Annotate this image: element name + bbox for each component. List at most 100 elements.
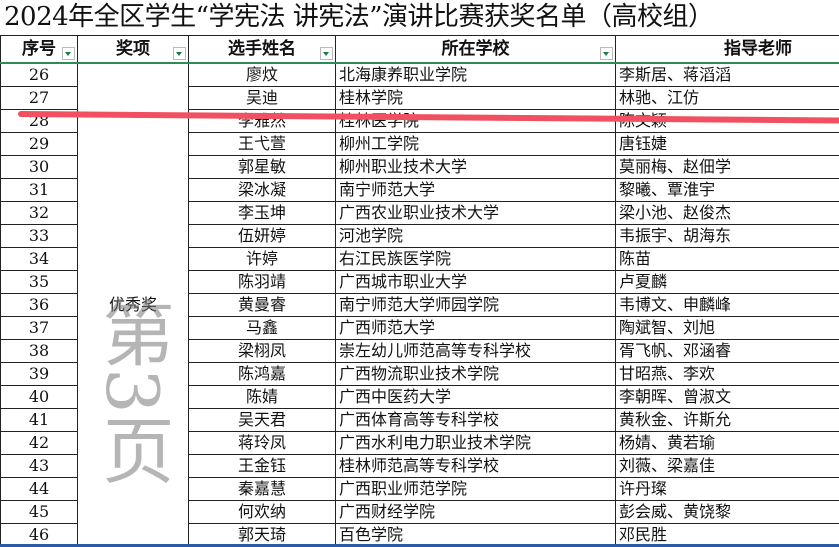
- table-row: 26 优秀奖 廖炆 北海康养职业学院 李斯居、蒋滔滔: [0, 62, 839, 547]
- filter-dropdown-icon[interactable]: [600, 47, 613, 60]
- cell-name[interactable]: 梁冰凝: [188, 178, 336, 202]
- sheet-title: 2024年全区学生“学宪法 讲宪法”演讲比赛获奖名单（高校组）: [4, 2, 714, 32]
- cell-school[interactable]: 南宁师范大学: [335, 178, 616, 202]
- cell-name[interactable]: 吴天君: [188, 408, 336, 432]
- header-index[interactable]: 序号: [0, 35, 78, 64]
- cell-index[interactable]: 32: [0, 201, 78, 225]
- cell-name[interactable]: 马鑫: [188, 316, 336, 340]
- cell-school[interactable]: 桂林师范高等专科学校: [335, 454, 616, 478]
- cell-name[interactable]: 许婷: [188, 247, 336, 271]
- cell-name[interactable]: 陈婧: [188, 385, 336, 409]
- cell-name[interactable]: 李玉坤: [188, 201, 336, 225]
- cell-name[interactable]: 廖炆: [188, 62, 336, 87]
- cell-index[interactable]: 34: [0, 247, 78, 271]
- cell-teacher[interactable]: 韦博文、申麟峰: [615, 293, 839, 317]
- cell-index[interactable]: 30: [0, 155, 78, 179]
- table-row: 27 吴迪 桂林学院 林驰、江仿: [0, 86, 839, 110]
- cell-index[interactable]: 38: [0, 339, 78, 363]
- cell-teacher[interactable]: 黎曦、覃淮宇: [615, 178, 839, 202]
- cell-index[interactable]: 31: [0, 178, 78, 202]
- cell-school[interactable]: 广西职业师范学院: [335, 477, 616, 501]
- table-row: 31 梁冰凝 南宁师范大学 黎曦、覃淮宇: [0, 178, 839, 202]
- cell-school[interactable]: 广西师范大学: [335, 316, 616, 340]
- cell-teacher[interactable]: 林驰、江仿: [615, 86, 839, 110]
- table-row: 42 蒋玲凤 广西水利电力职业技术学院 杨婧、黄若瑜: [0, 431, 839, 455]
- cell-school[interactable]: 北海康养职业学院: [335, 62, 616, 87]
- cell-index[interactable]: 27: [0, 86, 78, 110]
- filter-dropdown-icon[interactable]: [173, 47, 186, 60]
- cell-school[interactable]: 广西中医药大学: [335, 385, 616, 409]
- cell-school[interactable]: 柳州工学院: [335, 132, 616, 156]
- cell-school[interactable]: 右江民族医学院: [335, 247, 616, 271]
- cell-school[interactable]: 广西体育高等专科学校: [335, 408, 616, 432]
- cell-index[interactable]: 45: [0, 500, 78, 524]
- cell-name[interactable]: 陈羽靖: [188, 270, 336, 294]
- cell-school[interactable]: 广西物流职业技术学院: [335, 362, 616, 386]
- cell-index[interactable]: 36: [0, 293, 78, 317]
- cell-index[interactable]: 37: [0, 316, 78, 340]
- cell-school[interactable]: 柳州职业技术大学: [335, 155, 616, 179]
- cell-index[interactable]: 44: [0, 477, 78, 501]
- header-label: 选手姓名: [228, 39, 296, 59]
- cell-index[interactable]: 39: [0, 362, 78, 386]
- filter-dropdown-icon[interactable]: [320, 47, 333, 60]
- cell-index[interactable]: 26: [0, 62, 78, 87]
- cell-name[interactable]: 王弋萱: [188, 132, 336, 156]
- selection-border: [0, 544, 839, 547]
- cell-name[interactable]: 伍妍婷: [188, 224, 336, 248]
- cell-teacher[interactable]: 许丹璨: [615, 477, 839, 501]
- cell-teacher[interactable]: 李斯居、蒋滔滔: [615, 62, 839, 87]
- cell-teacher[interactable]: 杨婧、黄若瑜: [615, 431, 839, 455]
- cell-teacher[interactable]: 唐钰婕: [615, 132, 839, 156]
- cell-index[interactable]: 43: [0, 454, 78, 478]
- cell-teacher[interactable]: 胥飞帆、邓涵睿: [615, 339, 839, 363]
- cell-name[interactable]: 梁栩凤: [188, 339, 336, 363]
- cell-teacher[interactable]: 陈苗: [615, 247, 839, 271]
- table-row: 33 伍妍婷 河池学院 韦振宇、胡海东: [0, 224, 839, 248]
- table-row: 45 何欢纳 广西财经学院 彭会威、黄饶黎: [0, 500, 839, 524]
- cell-name[interactable]: 何欢纳: [188, 500, 336, 524]
- cell-teacher[interactable]: 陶斌智、刘旭: [615, 316, 839, 340]
- cell-school[interactable]: 广西农业职业技术大学: [335, 201, 616, 225]
- header-school[interactable]: 所在学校: [335, 35, 616, 64]
- cell-index[interactable]: 46: [0, 523, 78, 547]
- cell-teacher[interactable]: 卢夏麟: [615, 270, 839, 294]
- cell-school[interactable]: 河池学院: [335, 224, 616, 248]
- cell-teacher[interactable]: 黄秋金、许斯允: [615, 408, 839, 432]
- header-award[interactable]: 奖项: [77, 35, 189, 64]
- cell-teacher[interactable]: 李朝晖、曾淑文: [615, 385, 839, 409]
- cell-teacher[interactable]: 梁小池、赵俊杰: [615, 201, 839, 225]
- cell-school[interactable]: 桂林学院: [335, 86, 616, 110]
- cell-name[interactable]: 黄曼睿: [188, 293, 336, 317]
- cell-name[interactable]: 王金钰: [188, 454, 336, 478]
- cell-school[interactable]: 广西水利电力职业技术学院: [335, 431, 616, 455]
- table-row: 35 陈羽靖 广西城市职业大学 卢夏麟: [0, 270, 839, 294]
- header-name[interactable]: 选手姓名: [188, 35, 336, 64]
- cell-name[interactable]: 蒋玲凤: [188, 431, 336, 455]
- cell-teacher[interactable]: 刘薇、梁嘉佳: [615, 454, 839, 478]
- cell-name[interactable]: 陈鸿嘉: [188, 362, 336, 386]
- filter-dropdown-icon[interactable]: [62, 47, 75, 60]
- cell-school[interactable]: 广西城市职业大学: [335, 270, 616, 294]
- cell-index[interactable]: 41: [0, 408, 78, 432]
- page-watermark: 第3页: [90, 296, 174, 486]
- cell-school[interactable]: 南宁师范大学师园学院: [335, 293, 616, 317]
- cell-index[interactable]: 29: [0, 132, 78, 156]
- cell-index[interactable]: 35: [0, 270, 78, 294]
- cell-school[interactable]: 广西财经学院: [335, 500, 616, 524]
- cell-teacher[interactable]: 莫丽梅、赵佃学: [615, 155, 839, 179]
- cell-index[interactable]: 42: [0, 431, 78, 455]
- cell-school[interactable]: 崇左幼儿师范高等专科学校: [335, 339, 616, 363]
- cell-teacher[interactable]: 甘昭燕、李欢: [615, 362, 839, 386]
- table-row: 36 黄曼睿 南宁师范大学师园学院 韦博文、申麟峰: [0, 293, 839, 317]
- cell-index[interactable]: 40: [0, 385, 78, 409]
- header-label: 所在学校: [441, 39, 510, 59]
- cell-teacher[interactable]: 韦振宇、胡海东: [615, 224, 839, 248]
- cell-teacher[interactable]: 彭会威、黄饶黎: [615, 500, 839, 524]
- table-row: 46 郭天琦 百色学院 邓民胜: [0, 523, 839, 547]
- cell-name[interactable]: 吴迪: [188, 86, 336, 110]
- cell-name[interactable]: 秦嘉慧: [188, 477, 336, 501]
- cell-index[interactable]: 33: [0, 224, 78, 248]
- cell-name[interactable]: 郭星敏: [188, 155, 336, 179]
- header-teacher[interactable]: 指导老师: [615, 35, 839, 64]
